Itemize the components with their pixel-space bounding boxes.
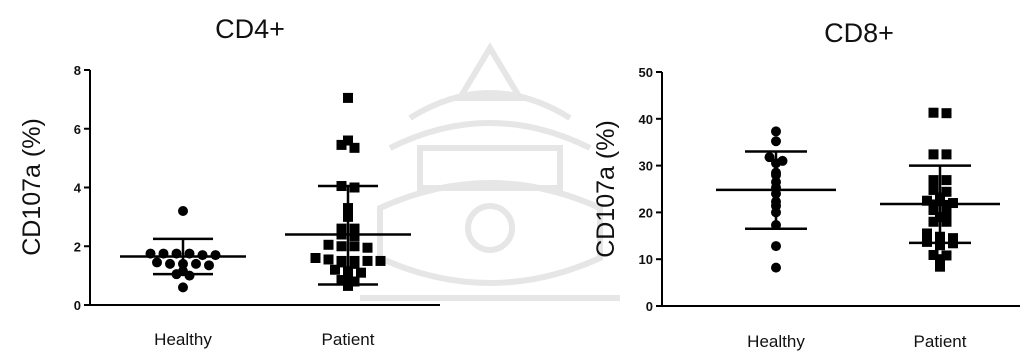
x-category-label: Patient <box>914 332 967 351</box>
cd8-chart: CD8+ CD107a (%) 0 10 20 30 40 50 Healthy Patien… <box>592 18 1020 351</box>
y-tick-label: 20 <box>639 205 653 220</box>
data-point <box>323 254 334 265</box>
data-point <box>178 282 188 293</box>
data-point <box>323 239 334 250</box>
data-point <box>771 136 781 147</box>
data-point <box>935 254 945 265</box>
data-point <box>771 126 781 137</box>
y-tick-label: 8 <box>74 63 81 78</box>
data-point <box>336 241 347 252</box>
data-marks <box>716 107 1000 273</box>
data-point <box>928 216 939 227</box>
y-axis-label: CD107a (%) <box>18 118 46 256</box>
data-marks <box>120 92 411 293</box>
x-category-label: Healthy <box>154 330 212 349</box>
data-point <box>191 258 201 269</box>
data-point <box>184 270 195 281</box>
data-point <box>941 250 952 261</box>
cd4-chart: CD4+ CD107a (%) 0 2 4 6 8 Healthy Patient <box>18 14 440 349</box>
y-tick-label: 40 <box>639 112 653 127</box>
data-point <box>941 149 952 160</box>
data-point <box>336 223 347 234</box>
data-point <box>310 253 321 263</box>
data-point <box>336 275 347 286</box>
data-point <box>764 152 775 163</box>
x-category-label: Patient <box>322 330 375 349</box>
chart-title: CD4+ <box>215 14 285 44</box>
data-point <box>935 261 945 272</box>
data-point <box>928 184 939 195</box>
data-point <box>362 255 373 266</box>
data-point <box>165 258 175 269</box>
y-tick-label: 6 <box>74 122 81 137</box>
data-point <box>349 230 360 241</box>
data-point <box>197 250 208 261</box>
data-point <box>336 139 347 150</box>
data-point <box>152 257 162 268</box>
data-point <box>349 241 360 252</box>
y-tick-label: 50 <box>639 65 653 80</box>
data-point <box>330 264 340 275</box>
data-point <box>941 186 952 197</box>
y-tick-label: 4 <box>74 181 82 196</box>
y-tick-label: 2 <box>74 239 81 254</box>
data-point <box>771 241 781 252</box>
y-tick-label: 10 <box>639 252 653 267</box>
data-point <box>343 92 353 103</box>
x-category-label: Healthy <box>747 332 805 351</box>
data-point <box>948 233 958 244</box>
y-tick-label: 0 <box>74 298 81 313</box>
data-point <box>941 175 952 186</box>
axes: 0 10 20 30 40 50 Healthy Patient <box>639 65 1020 351</box>
data-point <box>349 258 360 269</box>
data-point <box>922 228 932 239</box>
data-point <box>928 107 939 118</box>
data-point <box>356 267 366 278</box>
data-point <box>375 255 386 266</box>
data-point <box>928 149 939 160</box>
data-point <box>210 250 221 261</box>
data-point <box>771 262 781 273</box>
data-point <box>941 207 952 218</box>
data-point <box>928 205 939 216</box>
data-point <box>941 216 952 227</box>
data-point <box>343 135 353 146</box>
data-point <box>178 206 188 216</box>
axes: 0 2 4 6 8 Healthy Patient <box>74 63 440 349</box>
data-point <box>349 223 360 234</box>
data-point <box>941 108 952 119</box>
chart-title: CD8+ <box>824 18 894 48</box>
y-tick-label: 0 <box>646 299 653 314</box>
data-point <box>349 276 360 287</box>
y-tick-label: 30 <box>639 159 653 174</box>
y-axis-label: CD107a (%) <box>592 120 620 258</box>
data-point <box>362 242 373 253</box>
data-point <box>928 175 939 186</box>
data-point <box>336 257 347 268</box>
data-point <box>922 195 932 206</box>
data-point <box>935 240 945 251</box>
data-point <box>349 142 360 153</box>
data-point <box>349 182 360 193</box>
data-point <box>343 280 353 291</box>
data-point <box>204 260 214 271</box>
data-point <box>928 249 939 260</box>
